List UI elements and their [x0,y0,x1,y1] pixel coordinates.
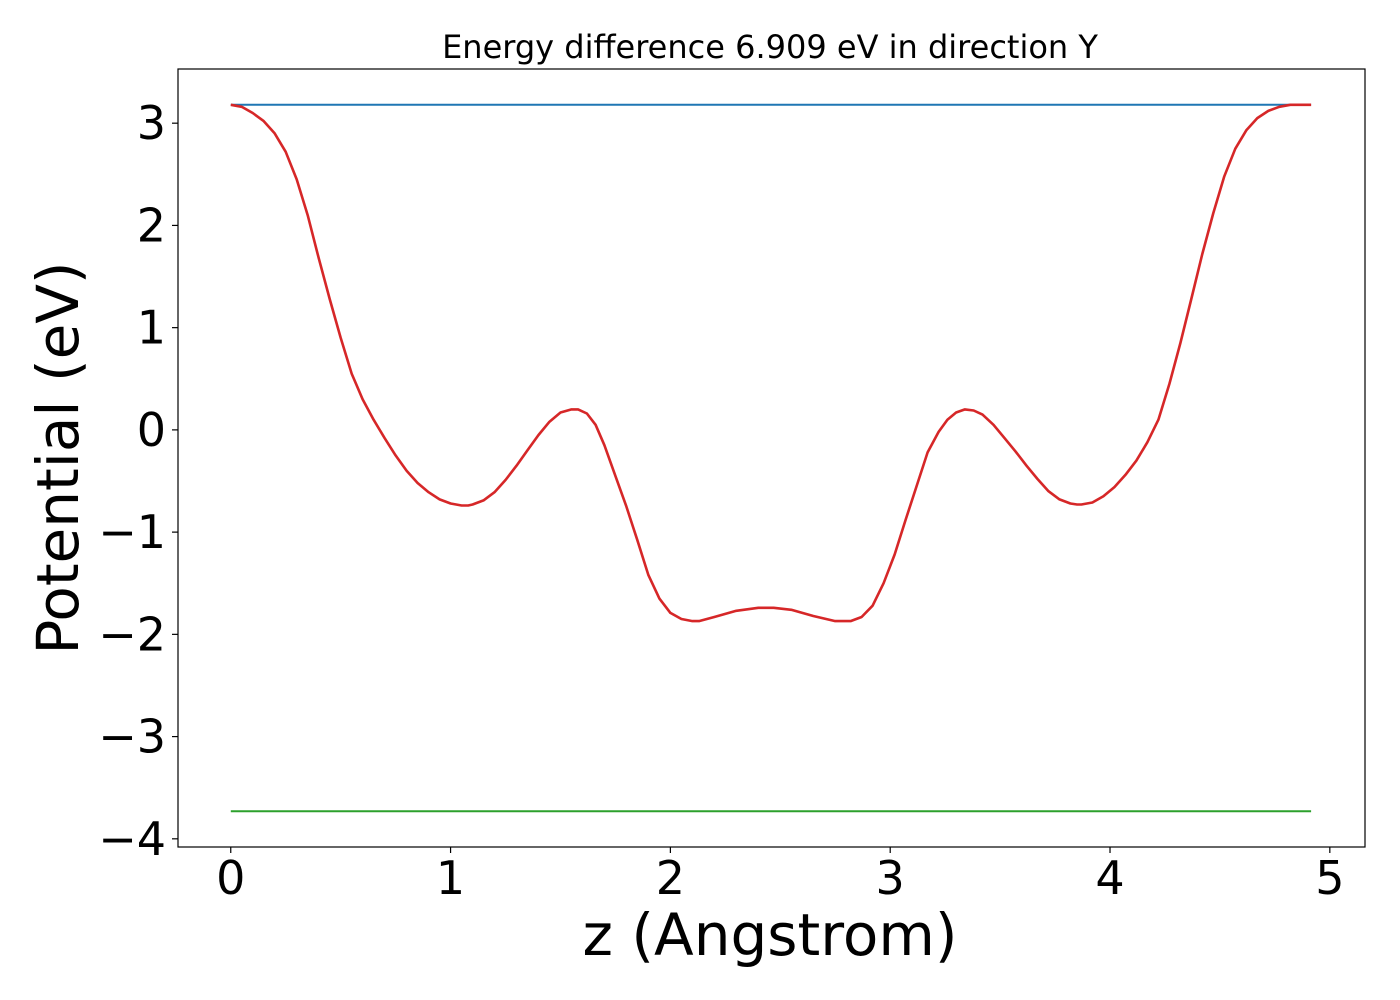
y-tick-label: −2 [98,607,166,661]
y-tick-label: 3 [137,96,166,150]
x-tick-label: 4 [1095,851,1124,905]
series-layer [230,103,1312,813]
y-tick-label: −4 [98,812,166,866]
x-tick-label: 5 [1315,851,1344,905]
plot-area [177,68,1366,848]
y-axis-label: Potential (eV) [24,261,92,654]
y-tick-label: 2 [137,198,166,252]
x-tick-label: 0 [216,851,245,905]
y-axis-ticks: 3 2 1 0 −1 −2 −3 −4 [98,96,178,866]
series-line-3 [230,103,1312,623]
x-axis-label: z (Angstrom) [583,901,958,969]
x-tick-label: 3 [876,851,905,905]
y-tick-label: 0 [137,403,166,457]
x-tick-label: 1 [436,851,465,905]
chart-title: Energy difference 6.909 eV in direction … [442,28,1098,66]
y-tick-label: −3 [98,710,166,764]
y-tick-label: −1 [98,505,166,559]
x-axis-ticks: 0 1 2 3 4 5 [216,847,1344,905]
x-tick-label: 2 [656,851,685,905]
y-tick-label: 1 [137,301,166,355]
